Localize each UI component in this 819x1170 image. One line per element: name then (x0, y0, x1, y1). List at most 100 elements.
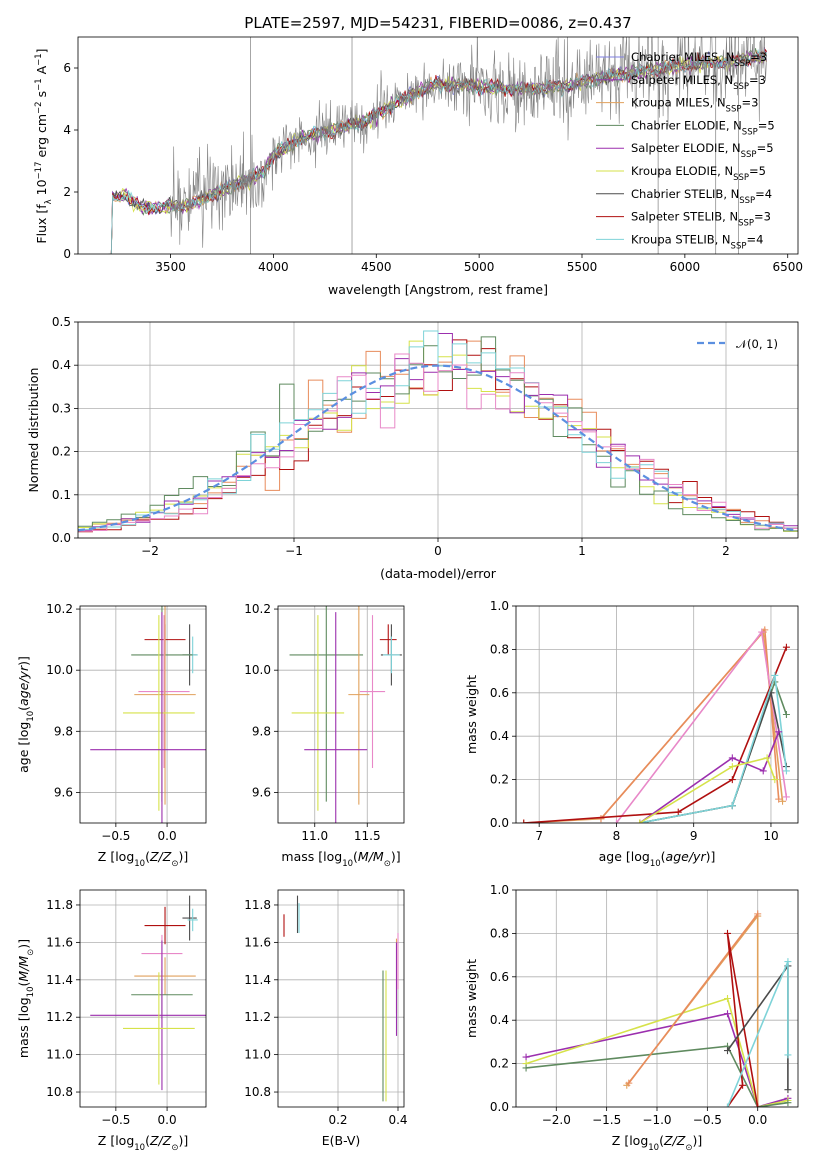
error-bar-point (182, 895, 197, 941)
mass-weight-marker (724, 1047, 731, 1055)
x-tick-label: −2 (141, 544, 159, 558)
y-tick-label: 11.4 (46, 973, 73, 987)
legend-label: Kroupa STELIB, NSSP=4 (631, 232, 763, 251)
mass-weight-marker (625, 1079, 633, 1087)
mass-weight-marker (728, 776, 736, 784)
mass-weight-marker (782, 767, 790, 775)
x-tick-label: 5500 (567, 260, 598, 274)
mass-weight-marker (520, 819, 528, 823)
y-tick-label: 9.8 (54, 724, 73, 738)
y-tick-label: 1.0 (490, 599, 509, 613)
x-tick-label: 5000 (464, 260, 495, 274)
axes-frame (77, 36, 799, 255)
y-tick-label: 0.2 (52, 445, 71, 459)
legend-label: Salpeter MILES, NSSP=3 (631, 73, 766, 92)
x-tick-label: −1.0 (642, 1113, 671, 1127)
y-tick-label: 0.4 (490, 1013, 509, 1027)
legend-label: Kroupa ELODIE, NSSP=5 (631, 164, 766, 183)
mass-weight-marker (784, 1051, 792, 1059)
legend-label: Kroupa MILES, NSSP=3 (631, 96, 758, 115)
mass-weight-marker (674, 808, 682, 816)
mass-weight-marker (784, 1099, 792, 1107)
mass-weight-marker (739, 1081, 747, 1089)
error-bar-point (383, 636, 400, 674)
y-axis-label: age [log10(age/yr)] (16, 656, 36, 773)
error-bar-point (138, 615, 190, 768)
error-bar-point (289, 606, 364, 802)
error-bar-point (348, 606, 370, 805)
error-bar-point (123, 615, 195, 811)
mass-weight-marker (784, 1086, 792, 1094)
axes-frame (277, 605, 405, 824)
mass-weight-line (525, 1012, 789, 1107)
y-tick-label: 11.4 (244, 973, 271, 987)
x-tick-label: 9 (690, 829, 698, 843)
mass-weight-line (615, 630, 788, 823)
mass-weight-marker (775, 795, 783, 803)
mass-weight-line (600, 627, 780, 820)
x-tick-label: 6000 (670, 260, 701, 274)
mass-weight-marker (779, 797, 787, 805)
y-tick-label: 0.0 (490, 1100, 509, 1114)
mass-weight-marker (724, 995, 731, 1002)
mass-weight-marker (728, 763, 736, 771)
x-tick-label: −0.5 (101, 829, 130, 843)
error-bar-point (90, 940, 206, 1091)
plot-area (108, 37, 768, 254)
x-axis-label: (data-model)/error (380, 566, 497, 581)
y-axis-label: mass [log10(M/M⊙)] (16, 939, 36, 1058)
mass-weight-marker (724, 1103, 731, 1107)
mass-weight-marker (612, 819, 620, 823)
mass-weight-marker (771, 776, 779, 784)
mass-weight-marker (728, 754, 736, 762)
x-axis-label: wavelength [Angstrom, rest frame] (328, 282, 548, 297)
y-tick-label: 0.2 (490, 773, 509, 787)
legend-label: Chabrier MILES, NSSP=3 (631, 50, 767, 69)
mass-weight-marker (724, 929, 731, 937)
mass-weight-marker (763, 754, 771, 762)
axes-frame (77, 321, 799, 539)
mass-weight-line (639, 731, 780, 823)
y-tick-label: 11.6 (244, 935, 271, 949)
mass-weight-line (523, 646, 788, 823)
y-tick-label: 4 (63, 123, 71, 137)
mass-weight-line (639, 756, 776, 823)
residual-histogram-panel: −2 −1 0 1 2 0.0 0.1 0.2 0.3 0.4 0.5 (52, 315, 799, 558)
mass-weight-marker (784, 958, 792, 966)
y-tick-label: 9.8 (252, 724, 271, 738)
x-tick-label: 0.0 (158, 1113, 177, 1127)
x-tick-label: 7 (535, 829, 543, 843)
mass-weight-marker (775, 728, 783, 736)
plot-area (520, 626, 790, 823)
axes-frame (277, 889, 405, 1108)
mass-weight-line (626, 913, 759, 1107)
legend-label: Chabrier STELIB, NSSP=4 (631, 187, 772, 206)
x-tick-label: −1.5 (592, 1113, 621, 1127)
mass-weight-marker (724, 1010, 731, 1018)
y-tick-label: 10.8 (244, 1085, 271, 1099)
x-tick-label: 0 (434, 544, 442, 558)
x-axis-label: E(B-V) (322, 1133, 361, 1148)
plot-area (283, 895, 399, 1102)
mass-weight-marker (759, 767, 767, 775)
x-axis-label: mass [log10(M/M⊙)] (281, 849, 400, 869)
x-tick-label: −1 (285, 544, 303, 558)
mass-weight-marker (771, 671, 779, 679)
axes-frame (515, 889, 799, 1108)
y-tick-label: 9.6 (54, 785, 73, 799)
error-bar-point (187, 908, 198, 932)
y-tick-label: 0.6 (490, 970, 509, 984)
x-axis-label: Z [log10(Z/Z⊙)] (98, 849, 188, 869)
y-tick-label: 11.6 (46, 935, 73, 949)
y-tick-label: 6 (63, 61, 71, 75)
y-tick-label: 0.6 (490, 686, 509, 700)
residual-histogram (78, 353, 798, 532)
x-axis-label: age [log10(age/yr)] (599, 849, 716, 869)
y-tick-label: 0.4 (52, 358, 71, 372)
x-tick-label: 11.0 (301, 829, 328, 843)
legend-label: Salpeter ELODIE, NSSP=5 (631, 141, 774, 160)
legend: Chabrier MILES, NSSP=3 Salpeter MILES, NS… (596, 50, 775, 251)
error-bar-point (123, 972, 195, 1085)
y-axis-label: Flux [fλ 10−17 erg cm−2 s−1 A−1] (34, 48, 54, 243)
